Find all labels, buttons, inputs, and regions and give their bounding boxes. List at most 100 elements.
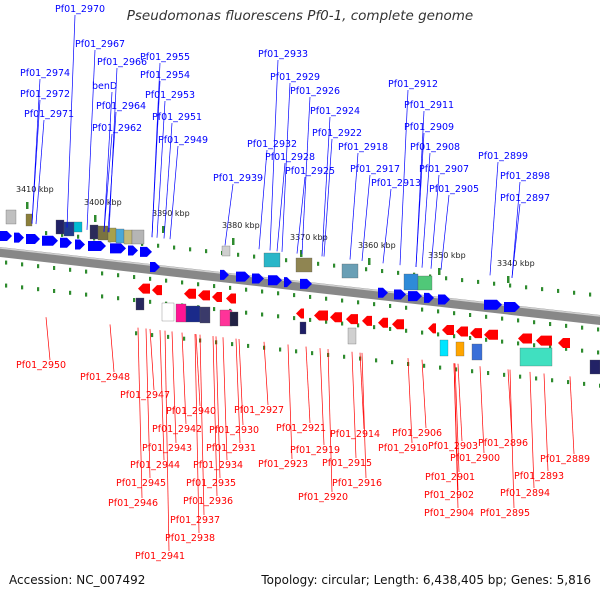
tick-dot xyxy=(469,335,472,340)
tick-dot xyxy=(213,307,216,312)
tick-dot xyxy=(533,320,536,325)
forward-gene-leader-line xyxy=(296,176,306,254)
reverse-gene-leader-line xyxy=(479,366,485,454)
reverse-gene-leader-line xyxy=(212,336,218,497)
forward-gene-arrow xyxy=(14,232,24,243)
forward-gene-label: Pf01_2917 xyxy=(350,164,400,175)
tick-dot xyxy=(53,288,56,293)
tick-dot xyxy=(373,325,376,330)
forward-gene-label: Pf01_2932 xyxy=(247,139,297,150)
reverse-gene-label: Pf01_2940 xyxy=(166,406,216,417)
forward-gene-leader-line xyxy=(103,133,113,232)
reverse-gene-leader-line xyxy=(319,348,325,446)
reverse-gene-arrow xyxy=(184,288,196,299)
reverse-gene-label: Pf01_2921 xyxy=(276,423,326,434)
forward-gene-arrow xyxy=(236,271,250,282)
tick-dot xyxy=(231,342,234,347)
reverse-gene-leader-line xyxy=(149,328,155,391)
forward-gene-arrow xyxy=(26,233,40,244)
major-tick xyxy=(368,258,371,265)
tick-dot xyxy=(5,283,8,288)
reverse-gene-arrow xyxy=(138,283,150,294)
forward-gene-leader-line xyxy=(511,181,521,278)
forward-gene-label: Pf01_2974 xyxy=(20,68,70,79)
reverse-gene-label: Pf01_2906 xyxy=(392,428,442,439)
reverse-gene-label: Pf01_2901 xyxy=(425,472,475,483)
reverse-gene-leader-line xyxy=(454,363,460,473)
gene-annotation-block xyxy=(199,306,211,324)
reverse-gene-label: Pf01_2896 xyxy=(478,438,528,449)
reverse-gene-leader-line xyxy=(361,352,367,479)
scale-label: 3400 kbp xyxy=(84,198,122,207)
reverse-gene-label: Pf01_2923 xyxy=(258,459,308,470)
forward-gene-arrow xyxy=(252,273,264,284)
tick-dot xyxy=(405,305,408,310)
gene-annotation-block xyxy=(299,321,307,335)
reverse-gene-arrow xyxy=(330,312,342,323)
reverse-gene-arrow xyxy=(484,329,498,340)
tick-dot xyxy=(309,294,312,299)
tick-dot xyxy=(183,336,186,341)
tick-dot xyxy=(245,287,248,292)
reverse-gene-leader-line xyxy=(351,351,357,459)
tick-dot xyxy=(133,275,136,280)
forward-gene-label: Pf01_2949 xyxy=(158,135,208,146)
tick-dot xyxy=(101,271,104,276)
forward-gene-label: Pf01_2962 xyxy=(92,123,142,134)
tick-dot xyxy=(573,290,576,295)
tick-dot xyxy=(365,267,368,272)
gene-annotation-block xyxy=(589,359,600,375)
reverse-gene-label: Pf01_2950 xyxy=(16,360,66,371)
forward-gene-label: Pf01_2922 xyxy=(312,128,362,139)
forward-gene-arrow xyxy=(88,240,106,251)
reverse-gene-leader-line xyxy=(222,337,228,461)
reverse-gene-label: Pf01_2938 xyxy=(165,533,215,544)
reverse-gene-leader-line xyxy=(407,358,413,444)
reverse-gene-leader-line xyxy=(145,328,151,479)
reverse-gene-label: Pf01_2945 xyxy=(116,478,166,489)
forward-gene-leader-line xyxy=(169,145,179,240)
tick-dot xyxy=(293,316,296,321)
reverse-gene-leader-line xyxy=(359,352,365,430)
reverse-gene-leader-line xyxy=(45,317,51,361)
forward-gene-arrow xyxy=(150,261,160,272)
gene-annotation-block xyxy=(403,273,419,291)
forward-gene-leader-line xyxy=(276,162,286,252)
reverse-gene-leader-line xyxy=(195,334,201,407)
tick-dot xyxy=(517,341,520,346)
reverse-gene-leader-line xyxy=(543,373,549,472)
reverse-gene-arrow xyxy=(470,328,482,339)
major-tick xyxy=(94,215,97,222)
forward-gene-label: Pf01_2966 xyxy=(97,57,147,68)
major-tick xyxy=(438,268,441,275)
reverse-gene-arrow xyxy=(296,308,304,319)
tick-dot xyxy=(357,300,360,305)
forward-gene-arrow xyxy=(42,235,58,246)
forward-gene-leader-line xyxy=(86,49,96,230)
forward-gene-arrow xyxy=(220,269,229,280)
gene-annotation-block xyxy=(89,224,99,240)
tick-dot xyxy=(181,280,184,285)
gene-annotation-block xyxy=(341,263,359,279)
forward-gene-label: Pf01_2933 xyxy=(258,49,308,60)
reverse-gene-arrow xyxy=(442,324,454,335)
gene-annotation-block xyxy=(115,228,125,244)
forward-gene-arrow xyxy=(394,289,406,300)
gene-annotation-block xyxy=(347,327,357,345)
tick-dot xyxy=(277,314,280,319)
forward-gene-label: Pf01_2955 xyxy=(140,52,190,63)
forward-gene-leader-line xyxy=(103,91,113,232)
reverse-gene-arrow xyxy=(378,317,388,328)
reverse-gene-label: Pf01_2941 xyxy=(135,551,185,562)
tick-dot xyxy=(237,252,240,257)
reverse-gene-leader-line xyxy=(164,330,170,552)
gene-annotation-block xyxy=(63,221,75,237)
reverse-gene-label: Pf01_2946 xyxy=(108,498,158,509)
reverse-gene-label: Pf01_2915 xyxy=(322,458,372,469)
tick-dot xyxy=(173,245,176,250)
forward-gene-label: Pf01_2911 xyxy=(404,100,454,111)
tick-dot xyxy=(133,298,136,303)
forward-gene-arrow xyxy=(408,291,422,302)
tick-dot xyxy=(213,284,216,289)
